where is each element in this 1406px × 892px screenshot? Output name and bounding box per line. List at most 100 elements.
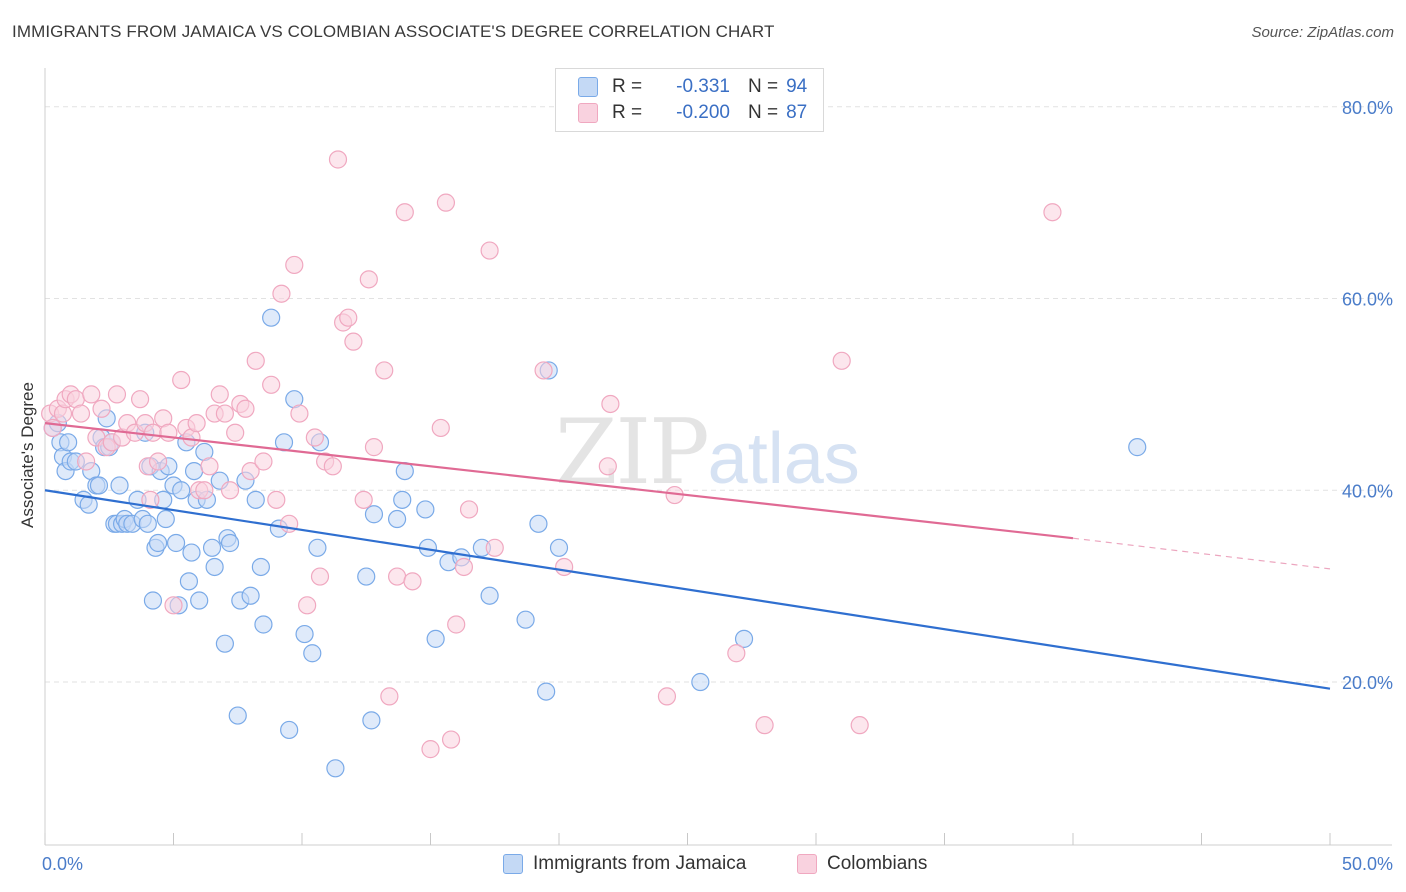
data-point-colombians [323,457,342,476]
data-point-jamaica [215,634,234,653]
data-point-colombians [403,572,422,591]
data-point-colombians [305,428,324,447]
data-point-jamaica [357,567,376,586]
data-point-colombians [1043,203,1062,222]
data-point-jamaica [295,624,314,644]
data-point-colombians [130,390,150,409]
data-point-jamaica [89,476,109,495]
tick-labels: 20.0% 40.0% 60.0% 80.0% 0.0% 50.0% [42,98,1393,874]
watermark: ZIPatlas [555,400,860,505]
data-point-colombians [344,332,363,351]
stats-row-jamaica: R = -0.331 N = 94 [578,75,807,99]
data-point-colombians [285,255,304,275]
data-point-colombians [601,394,620,414]
data-point-colombians [92,399,111,418]
data-point-colombians [485,538,504,557]
data-point-colombians [755,716,774,735]
source-label: Source: ZipAtlas.com [1251,24,1394,41]
data-point-jamaica [303,644,322,663]
data-point-jamaica [190,591,209,610]
data-point-jamaica [1128,438,1147,457]
data-point-colombians [598,457,617,476]
data-point-colombians [107,385,127,404]
data-point-colombians [187,414,206,433]
data-point-colombians [421,740,440,759]
data-point-jamaica [179,572,199,591]
data-point-jamaica [202,538,222,557]
data-point-colombians [395,203,414,222]
data-point-colombians [364,438,384,457]
data-point-colombians [267,490,286,509]
legend-label-jamaica: Immigrants from Jamaica [533,853,747,874]
data-point-colombians [172,370,191,390]
data-point-colombians [534,361,553,380]
data-point-colombians [431,418,450,438]
data-point-colombians [272,284,291,303]
data-point-jamaica [549,538,569,557]
data-point-jamaica [254,615,273,634]
legend-item-jamaica[interactable]: Immigrants from Jamaica [503,852,746,876]
data-point-colombians [254,452,273,471]
data-point-colombians [77,452,96,471]
data-point-colombians [441,730,461,749]
y-tick-label: 40.0% [1342,481,1393,501]
data-point-jamaica [166,533,186,553]
trend-lines [44,422,1331,690]
data-point-colombians [141,490,160,509]
data-point-jamaica [59,433,78,452]
data-point-colombians [220,481,240,500]
data-point-colombians [359,270,378,289]
data-point-colombians [480,241,499,260]
data-point-jamaica [734,629,754,648]
data-point-jamaica [228,706,247,725]
trend-line-colombians-extension [1072,537,1331,570]
data-point-colombians [459,500,479,519]
data-point-colombians [436,193,456,212]
data-point-jamaica [387,509,407,529]
data-point-jamaica [416,500,435,519]
data-point-colombians [375,361,394,380]
data-point-colombians [380,687,399,706]
trend-line-colombians [44,422,1074,540]
data-point-jamaica [251,557,270,577]
data-point-colombians [454,557,474,577]
data-point-colombians [236,399,255,418]
data-point-jamaica [205,557,224,577]
data-point-colombians [387,567,407,586]
legend-swatch-jamaica [578,77,598,97]
legend-item-colombians[interactable]: Colombians [797,852,927,876]
n-value: 87 [786,102,808,123]
y-tick-label: 80.0% [1342,98,1393,118]
legend-label-colombians: Colombians [827,853,928,874]
y-tick-label: 60.0% [1342,290,1393,310]
data-point-colombians [43,418,62,438]
data-point-jamaica [364,505,384,524]
data-point-colombians [200,457,219,476]
y-tick-label: 20.0% [1342,673,1393,693]
r-value: -0.331 [676,76,730,97]
data-point-jamaica [262,308,281,327]
data-point-jamaica [220,533,240,553]
data-point-colombians [241,461,260,481]
data-point-jamaica [148,533,168,553]
data-point-jamaica [362,711,381,730]
stats-legend: R = -0.331 N = 94 R = -0.200 N = 87 [555,68,824,132]
trend-line-jamaica [44,489,1331,690]
data-point-colombians [246,351,265,370]
stats-row-colombians: R = -0.200 N = 87 [578,101,807,125]
data-point-colombians [195,481,214,500]
data-point-colombians [850,716,869,735]
data-point-colombians [210,385,229,404]
data-point-colombians [447,615,466,634]
data-point-jamaica [516,610,535,629]
r-label: R = [612,76,643,97]
x-tick-label: 50.0% [1342,854,1393,874]
data-point-jamaica [246,490,265,509]
data-point-colombians [290,404,309,423]
data-point-colombians [298,596,317,615]
r-label: R = [612,102,643,123]
data-point-colombians [164,596,183,615]
data-point-colombians [71,404,91,423]
data-point-jamaica [308,538,327,557]
data-point-colombians [148,452,168,471]
